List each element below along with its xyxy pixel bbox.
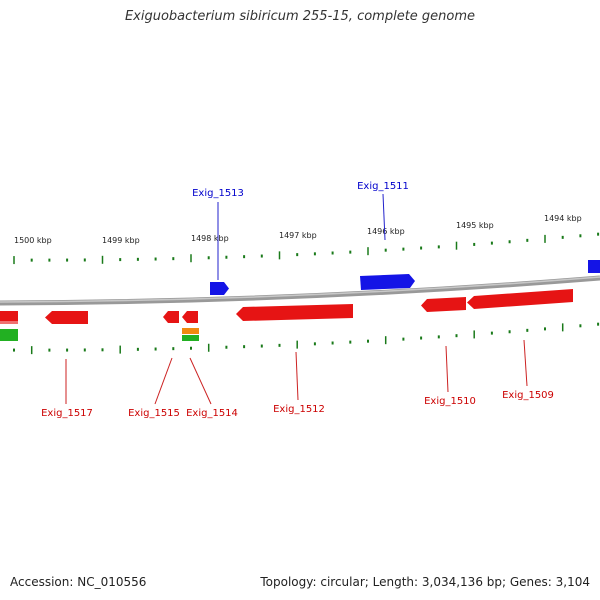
gene-label-exig-1510[interactable]: Exig_1510: [424, 396, 476, 407]
scale-labels: 1500 kbp 1499 kbp 1498 kbp 1497 kbp 1496…: [14, 214, 582, 245]
gene-label-exig-1513[interactable]: Exig_1513: [192, 188, 244, 199]
scale-label-1496: 1496 kbp: [367, 227, 405, 236]
gene-partial-left[interactable]: [0, 311, 18, 324]
gene-exig-1514[interactable]: [182, 311, 198, 323]
gene-exig-1511[interactable]: [360, 274, 415, 290]
gene-exig-1512[interactable]: [236, 304, 353, 321]
gene-label-exig-1514[interactable]: Exig_1514: [186, 408, 238, 419]
reverse-strand-genes: [0, 289, 573, 324]
scale-ticks-top: [13, 232, 600, 265]
genome-title: Exiguobacterium sibiricum 255-15, comple…: [124, 9, 476, 24]
scale-label-1495: 1495 kbp: [456, 221, 494, 230]
gene-label-exig-1512[interactable]: Exig_1512: [273, 404, 325, 415]
accession-text: Accession: NC_010556: [10, 575, 147, 589]
scale-ticks-bottom: [13, 322, 600, 355]
gene-label-exig-1511[interactable]: Exig_1511: [357, 181, 409, 192]
callout-line-exig-1514: [189, 357, 212, 405]
callout-lines: [65, 193, 528, 405]
scale-label-1497: 1497 kbp: [279, 231, 317, 240]
scale-label-1498: 1498 kbp: [191, 234, 229, 243]
gene-partial-right[interactable]: [588, 260, 600, 273]
callout-line-exig-1512: [295, 351, 299, 401]
genome-summary-text: Topology: circular; Length: 3,034,136 bp…: [260, 575, 590, 589]
gene-partial-left-shadow: [0, 321, 18, 324]
genome-backbone-highlight: [0, 276, 600, 303]
scale-label-1499: 1499 kbp: [102, 236, 140, 245]
callout-line-exig-1511: [382, 193, 386, 241]
gene-label-exig-1509[interactable]: Exig_1509: [502, 390, 554, 401]
scale-label-1494: 1494 kbp: [544, 214, 582, 223]
gene-label-exig-1517[interactable]: Exig_1517: [41, 408, 93, 419]
callout-line-exig-1510: [445, 345, 449, 393]
gene-label-exig-1515[interactable]: Exig_1515: [128, 408, 180, 419]
gene-exig-1510[interactable]: [421, 297, 466, 312]
forward-strand-genes: [210, 260, 600, 295]
gene-exig-1513[interactable]: [210, 282, 229, 295]
rna-feature-left[interactable]: [0, 329, 18, 341]
gene-exig-1515[interactable]: [163, 311, 179, 323]
callout-line-exig-1509: [523, 339, 528, 387]
gene-labels: Exig_1513 Exig_1511 Exig_1517 Exig_1515 …: [41, 181, 554, 419]
other-features: [0, 328, 199, 341]
gene-exig-1509[interactable]: [467, 289, 573, 309]
callout-line-exig-1515: [154, 357, 173, 405]
green-feature[interactable]: [182, 335, 199, 341]
orange-feature[interactable]: [182, 328, 199, 334]
gene-exig-1517[interactable]: [45, 311, 88, 324]
scale-label-1500: 1500 kbp: [14, 236, 52, 245]
genome-backbone: [0, 275, 600, 306]
